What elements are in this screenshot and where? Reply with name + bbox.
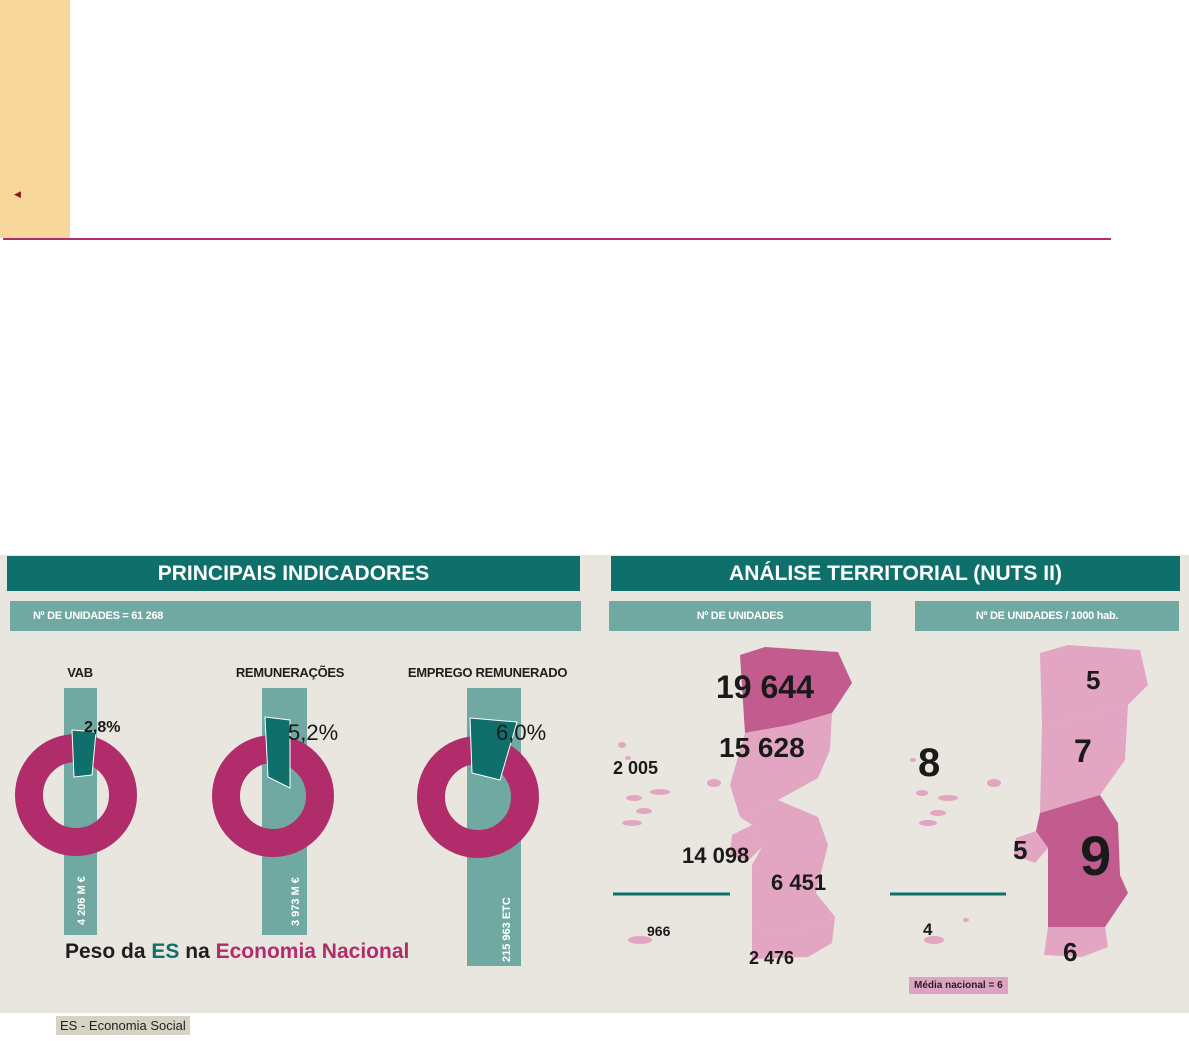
map1-azores-2 [625,756,631,760]
remuneracoes-percent: 5,2% [288,720,339,745]
vab-value-bar [64,688,97,935]
per-hab-lisboa: 5 [1013,835,1028,865]
per-hab-norte: 5 [1086,665,1101,695]
map2-norte [1040,645,1148,725]
per-hab-alentejo: 9 [1080,824,1112,887]
per-hab-header: Nº DE UNIDADES / 1000 hab. [915,601,1179,631]
map1-alentejo [740,800,835,933]
map2-azores-3 [938,795,958,801]
principais-indicadores-title: PRINCIPAIS INDICADORES [7,556,580,591]
sidebar-panel: ◀ [0,0,70,238]
map1-azores-6 [622,820,642,826]
map2-azores-2 [916,790,928,796]
map2-madeira-2 [963,918,969,922]
map2-azores-5 [919,820,937,826]
unidades-centro: 15 628 [719,732,805,763]
map1-algarve [752,917,835,959]
unidades-total-bar: Nº DE UNIDADES = 61 268 [10,601,581,631]
emprego-share-wedge [469,717,518,781]
map1-centro [730,713,832,817]
map1-lisboa [730,825,762,861]
peso-prefix: Peso da [65,940,146,963]
map2-azores-4 [930,810,946,816]
territorial-maps [613,645,1148,959]
collapse-arrow-icon[interactable]: ◀ [14,189,21,199]
indicator-label-vab: VAB [67,665,93,680]
vab-percent: 2,8% [84,719,121,736]
indicator-label-remuneracoes: REMUNERAÇÕES [235,665,345,680]
remuneracoes-share-wedge [264,716,291,789]
peso-caption: Peso da ES na Economia Nacional [65,940,409,964]
unidades-madeira: 966 [647,923,671,939]
vab-share-wedge [71,729,97,778]
map2-azores-1 [910,758,916,762]
unidades-norte: 19 644 [716,669,814,705]
footnote: ES - Economia Social [56,1016,190,1035]
per-hab-algarve: 6 [1063,937,1078,967]
divider-line [3,238,1111,240]
map1-azores-7 [707,779,721,787]
map2-azores-6 [987,779,1001,787]
map1-azores-1 [618,742,626,748]
unidades-algarve: 2 476 [749,948,795,968]
unidades-alentejo: 6 451 [771,870,827,895]
map2-algarve [1044,927,1108,957]
infographic: PRINCIPAIS INDICADORES ANÁLISE TERRITORI… [0,555,1189,1013]
per-hab-madeira: 4 [923,920,933,939]
unidades-acores: 2 005 [613,758,659,778]
map2-alentejo [1036,795,1128,927]
map1-azores-5 [636,808,652,814]
map1-norte [740,647,852,733]
map2-centro [1040,705,1128,813]
map1-azores-3 [626,795,642,801]
per-hab-acores: 8 [918,741,941,785]
map1-madeira [628,936,652,944]
map2-madeira [924,936,944,944]
per-hab-centro: 7 [1074,733,1092,769]
unidades-header: Nº DE UNIDADES [609,601,871,631]
indicator-label-emprego: EMPREGO REMUNERADO [407,665,568,680]
peso-economia: Economia Nacional [215,940,410,963]
media-nacional-legend: Média nacional = 6 [909,977,1008,994]
peso-es: ES [151,940,180,963]
map2-lisboa [1014,831,1048,863]
analise-territorial-title: ANÁLISE TERRITORIAL (NUTS II) [611,556,1180,591]
unidades-lisboa: 14 098 [682,843,750,868]
map1-azores-4 [650,789,670,795]
emprego-percent: 6,0% [496,720,547,745]
peso-na: na [185,940,210,963]
indicator-graphics [15,688,539,966]
